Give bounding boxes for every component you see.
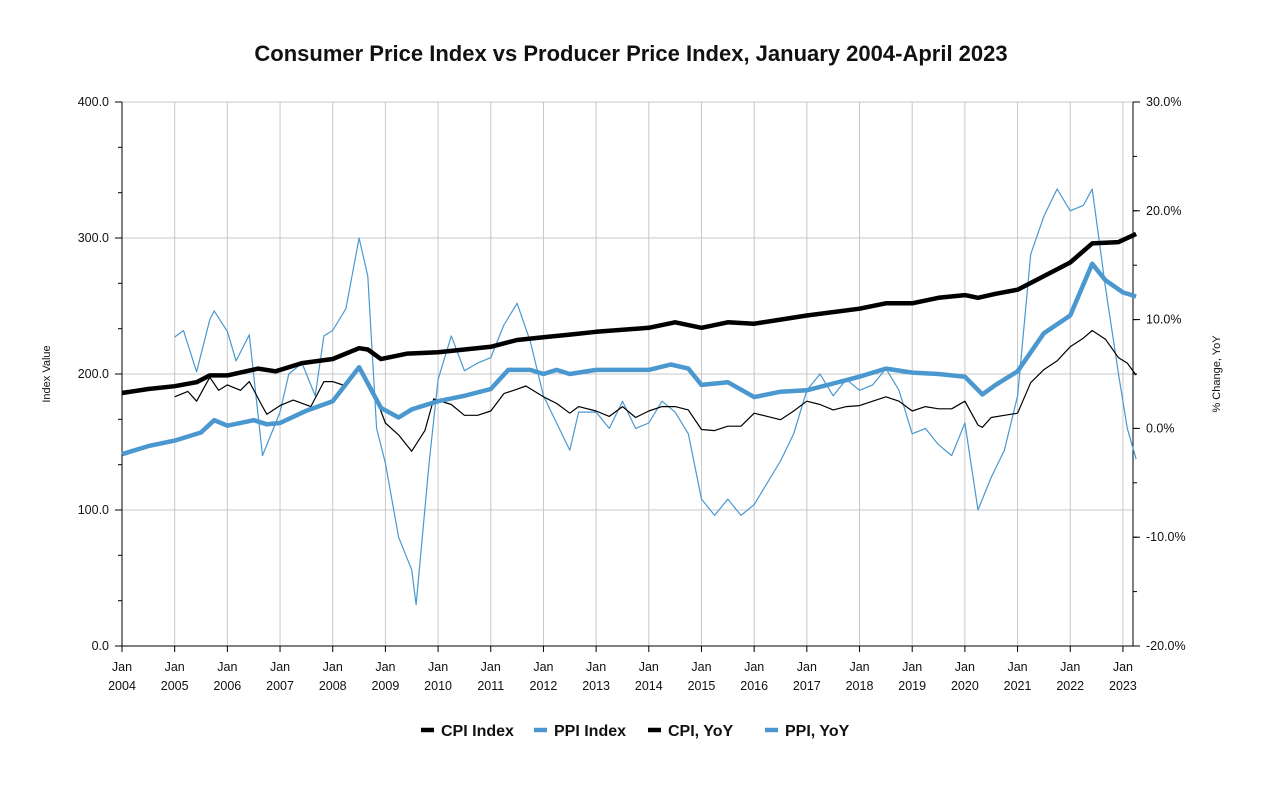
x-tick-label: 2018 (846, 679, 874, 693)
x-tick-label: Jan (165, 660, 185, 674)
x-tick-label: Jan (955, 660, 975, 674)
x-tick-label: Jan (270, 660, 290, 674)
x-tick-label: Jan (586, 660, 606, 674)
y2-tick-label: 30.0% (1146, 95, 1181, 109)
y2-tick-label: -20.0% (1146, 639, 1186, 653)
x-tick-label: Jan (1007, 660, 1027, 674)
chart-title: Consumer Price Index vs Producer Price I… (254, 41, 1007, 66)
legend-label: CPI Index (441, 723, 514, 740)
x-tick-label: Jan (323, 660, 343, 674)
series-line-ppi-index (121, 261, 1137, 457)
x-tick-label: Jan (744, 660, 764, 674)
x-tick-label: 2009 (371, 679, 399, 693)
y2-tick-label: 20.0% (1146, 204, 1181, 218)
x-tick-label: Jan (112, 660, 132, 674)
x-tick-label: Jan (1113, 660, 1133, 674)
y-tick-label: 100.0 (78, 503, 109, 517)
y-tick-label: 200.0 (78, 367, 109, 381)
x-tick-label: 2012 (530, 679, 558, 693)
legend-label: PPI Index (554, 723, 626, 740)
x-tick-label: 2004 (108, 679, 136, 693)
x-tick-label: 2019 (898, 679, 926, 693)
x-tick-label: 2020 (951, 679, 979, 693)
x-tick-label: Jan (849, 660, 869, 674)
x-tick-label: 2015 (688, 679, 716, 693)
x-tick-label: 2014 (635, 679, 663, 693)
legend: CPI Index PPI Index CPI, YoY PPI, YoY (421, 723, 850, 740)
legend-label: CPI, YoY (668, 723, 734, 740)
y2-tick-label: 10.0% (1146, 313, 1181, 327)
x-tick-label: 2008 (319, 679, 347, 693)
x-tick-label: Jan (375, 660, 395, 674)
x-tick-label: 2022 (1056, 679, 1084, 693)
gridlines (122, 101, 1133, 647)
x-tick-label: Jan (481, 660, 501, 674)
y-tick-label: 0.0 (92, 639, 109, 653)
y2-tick-label: -10.0% (1146, 530, 1186, 544)
x-tick-label: 2016 (740, 679, 768, 693)
x-tick-label: Jan (691, 660, 711, 674)
x-tick-label: 2013 (582, 679, 610, 693)
x-tick-label: 2011 (477, 679, 504, 693)
x-tick-label: Jan (639, 660, 659, 674)
axes: 0.0 100.0 200.0 300.0 400.0 -20.0% -10.0% 0.0% 1… (78, 95, 1186, 693)
y-tick-label: 400.0 (78, 95, 109, 109)
y-tick-label: 300.0 (78, 231, 109, 245)
y2-tick-label: 0.0% (1146, 421, 1175, 435)
series-line-ppi-yoy (174, 188, 1137, 606)
x-tick-label: 2021 (1004, 679, 1032, 693)
series-lines (121, 188, 1138, 606)
x-tick-label: 2017 (793, 679, 821, 693)
x-tick-label: Jan (1060, 660, 1080, 674)
x-tick-label: 2005 (161, 679, 189, 693)
x-tick-label: Jan (428, 660, 448, 674)
x-tick-label: Jan (797, 660, 817, 674)
y2-axis-label: % Change, YoY (1211, 335, 1223, 413)
x-tick-label: Jan (902, 660, 922, 674)
series-line-cpi-index (121, 231, 1138, 396)
legend-label: PPI, YoY (785, 723, 850, 740)
y-axis-label: Index Value (41, 345, 53, 402)
x-tick-label: 2010 (424, 679, 452, 693)
x-tick-label: Jan (217, 660, 237, 674)
x-tick-label: 2023 (1109, 679, 1137, 693)
series-line-cpi-yoy (174, 329, 1137, 452)
x-tick-label: 2006 (213, 679, 241, 693)
x-tick-label: Jan (533, 660, 553, 674)
x-tick-label: 2007 (266, 679, 294, 693)
